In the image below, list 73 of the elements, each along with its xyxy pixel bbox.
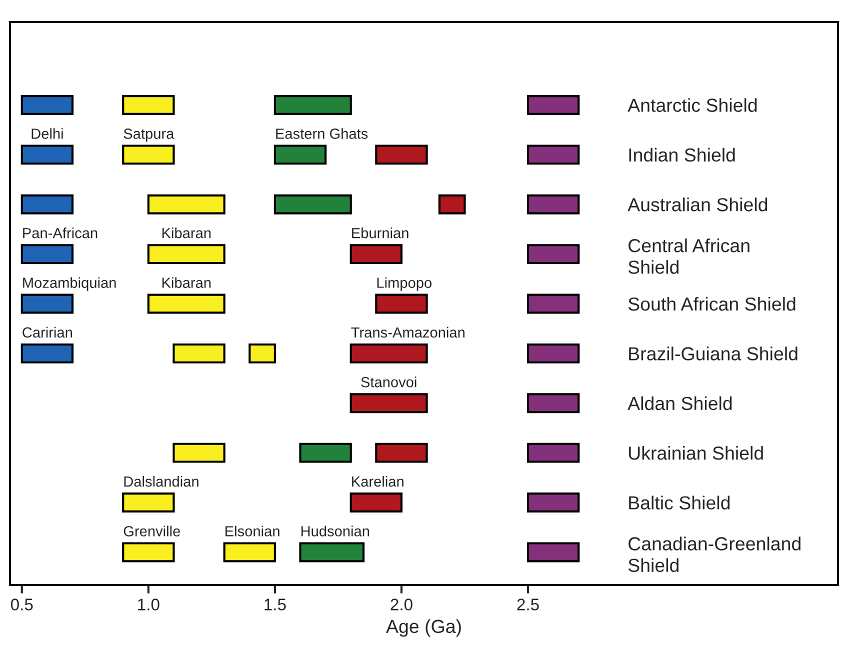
bar: [438, 194, 466, 214]
bar: [526, 393, 580, 414]
bar: [122, 492, 175, 512]
x-tick-label: 1.0: [138, 598, 160, 610]
bar: [20, 94, 74, 115]
annotation: Delhi: [32, 128, 63, 139]
bar: [274, 94, 352, 115]
bar: [526, 343, 580, 364]
bar: [350, 244, 403, 264]
bar: [20, 343, 74, 364]
annotation: Mozambiquian: [23, 277, 116, 291]
bar: [350, 393, 428, 414]
annotation: Trans-Amazonian: [351, 326, 464, 338]
annotation: Pan-African: [23, 228, 98, 238]
bar: [526, 442, 580, 463]
annotation: Kibaran: [162, 277, 211, 288]
bar: [526, 542, 580, 562]
bar: [526, 492, 580, 512]
bar: [375, 442, 428, 463]
y-tick-label: Brazil-Guiana Shield: [629, 346, 798, 360]
annotation: Limpopo: [377, 277, 432, 291]
annotation: Eburnian: [352, 228, 408, 238]
y-tick-label: Antarctic Shield: [628, 98, 757, 112]
annotation: Dalslandian: [124, 476, 198, 487]
bar: [20, 194, 74, 214]
annotation: Kibaran: [162, 228, 211, 238]
y-tick-label: Ukrainian Shield: [629, 446, 763, 460]
bar: [350, 343, 428, 364]
bar: [20, 294, 74, 314]
bar: [20, 244, 74, 264]
x-tick-label: 0.5: [10, 598, 33, 610]
x-tick-label: 2.0: [390, 598, 412, 610]
bar: [147, 244, 226, 264]
annotation: Elsonian: [226, 526, 280, 536]
x-tick-label: 2.5: [517, 598, 539, 610]
bar: [526, 194, 580, 214]
bar: [122, 94, 175, 115]
bar: [122, 542, 175, 562]
bar: [248, 343, 276, 364]
bar: [526, 144, 580, 165]
bar: [526, 94, 580, 115]
y-tick-label: Canadian-Greenland Shield: [628, 536, 800, 572]
bar: [274, 194, 352, 214]
bar: [147, 294, 226, 314]
bar: [350, 492, 403, 512]
y-tick-label: South African Shield: [628, 296, 796, 311]
bar: [20, 144, 74, 165]
bar: [526, 244, 580, 264]
y-tick-label: Central African Shield: [628, 238, 750, 274]
bar: [299, 442, 352, 463]
annotation: Karelian: [352, 476, 404, 487]
bar: [172, 343, 226, 364]
bar: [299, 542, 365, 562]
y-tick-label: Indian Shield: [629, 148, 735, 162]
annotation: Caririan: [22, 326, 72, 338]
bar: [122, 144, 175, 165]
bar: [172, 442, 226, 463]
bar: [147, 194, 226, 214]
annotation: Grenville: [124, 526, 180, 536]
annotation: Satpura: [124, 128, 174, 142]
annotation: Stanovoi: [361, 376, 416, 388]
y-tick-label: Aldan Shield: [628, 396, 732, 410]
bar: [223, 542, 276, 562]
bar: [526, 294, 580, 314]
annotation: Eastern Ghats: [276, 128, 368, 139]
x-tick-label: 1.5: [264, 598, 286, 610]
annotation: Hudsonian: [301, 526, 370, 536]
bar: [274, 144, 327, 165]
y-tick-label: Australian Shield: [628, 198, 768, 212]
y-tick-label: Baltic Shield: [629, 496, 730, 510]
x-axis-title: Age (Ga): [386, 619, 461, 637]
bar: [375, 294, 428, 314]
bar: [375, 144, 428, 165]
